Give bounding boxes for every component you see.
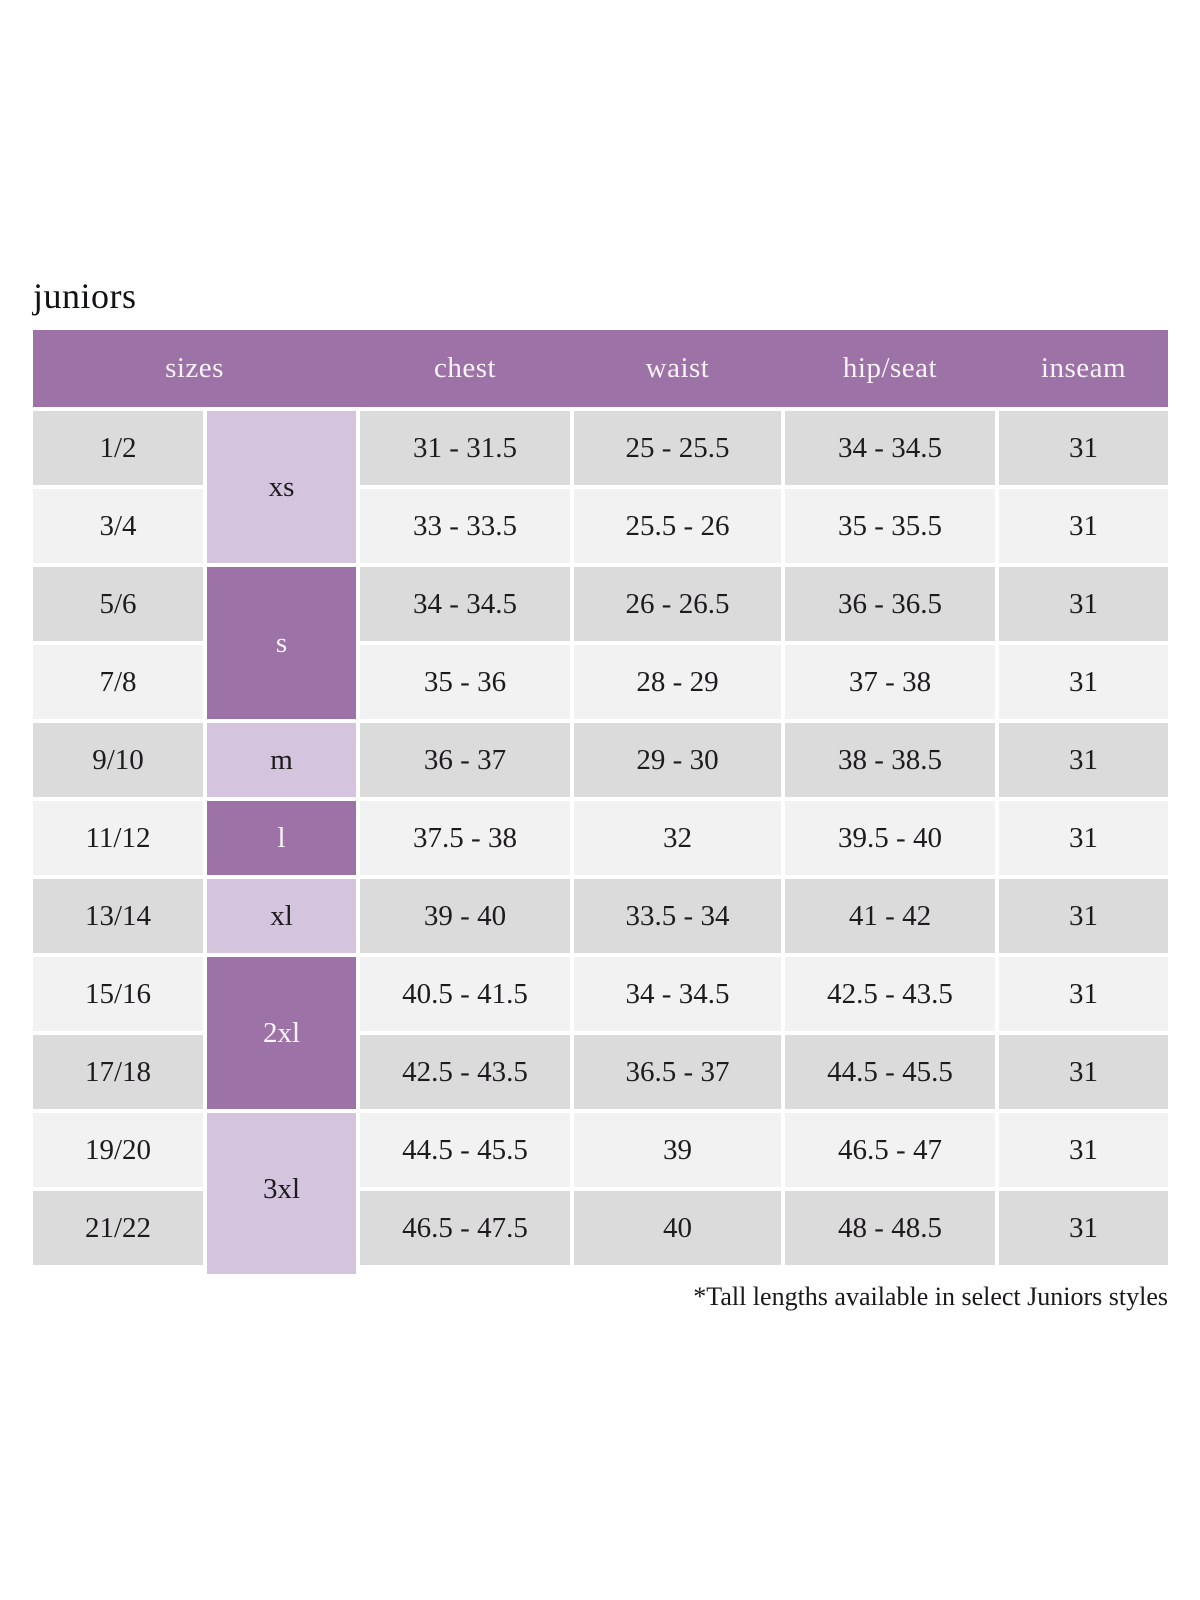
cell-size: 13/14 [33, 879, 203, 954]
cell-size-group-m: m [207, 723, 356, 798]
cell-inseam: 31 [999, 1113, 1168, 1188]
cell-chest: 33 - 33.5 [360, 489, 570, 564]
cell-waist: 32 [574, 801, 781, 876]
cell-hip-seat: 48 - 48.5 [785, 1191, 995, 1266]
cell-waist: 36.5 - 37 [574, 1035, 781, 1110]
cell-hip-seat: 41 - 42 [785, 879, 995, 954]
cell-size: 19/20 [33, 1113, 203, 1188]
cell-size-group-3xl: 3xl [207, 1113, 356, 1275]
column-header-sizes: sizes [165, 352, 224, 385]
cell-size-group-xs: xs [207, 411, 356, 564]
column-header-chest: chest [433, 352, 497, 385]
cell-size-group-xl: xl [207, 879, 356, 954]
size-chart-content: juniors sizes chest waist hip/seat insea… [33, 276, 1168, 1312]
cell-inseam: 31 [999, 879, 1168, 954]
cell-waist: 40 [574, 1191, 781, 1266]
cell-hip-seat: 37 - 38 [785, 645, 995, 720]
column-header-waist: waist [645, 352, 710, 385]
cell-inseam: 31 [999, 801, 1168, 876]
cell-inseam: 31 [999, 723, 1168, 798]
cell-size: 15/16 [33, 957, 203, 1032]
column-header-inseam: inseam [1040, 352, 1127, 385]
cell-chest: 36 - 37 [360, 723, 570, 798]
cell-waist: 26 - 26.5 [574, 567, 781, 642]
cell-size: 5/6 [33, 567, 203, 642]
cell-chest: 46.5 - 47.5 [360, 1191, 570, 1266]
cell-inseam: 31 [999, 567, 1168, 642]
cell-size: 9/10 [33, 723, 203, 798]
cell-chest: 35 - 36 [360, 645, 570, 720]
cell-chest: 42.5 - 43.5 [360, 1035, 570, 1110]
cell-size: 21/22 [33, 1191, 203, 1266]
cell-inseam: 31 [999, 957, 1168, 1032]
cell-chest: 37.5 - 38 [360, 801, 570, 876]
cell-inseam: 31 [999, 411, 1168, 486]
cell-size: 1/2 [33, 411, 203, 486]
cell-chest: 44.5 - 45.5 [360, 1113, 570, 1188]
cell-hip-seat: 36 - 36.5 [785, 567, 995, 642]
cell-hip-seat: 35 - 35.5 [785, 489, 995, 564]
table-header-row: sizes chest waist hip/seat inseam [33, 330, 1168, 408]
cell-size: 3/4 [33, 489, 203, 564]
cell-hip-seat: 34 - 34.5 [785, 411, 995, 486]
cell-size-group-2xl: 2xl [207, 957, 356, 1110]
cell-waist: 34 - 34.5 [574, 957, 781, 1032]
cell-chest: 34 - 34.5 [360, 567, 570, 642]
cell-size-group-s: s [207, 567, 356, 720]
cell-hip-seat: 46.5 - 47 [785, 1113, 995, 1188]
cell-size: 17/18 [33, 1035, 203, 1110]
cell-inseam: 31 [999, 645, 1168, 720]
cell-inseam: 31 [999, 1191, 1168, 1266]
cell-hip-seat: 39.5 - 40 [785, 801, 995, 876]
cell-hip-seat: 38 - 38.5 [785, 723, 995, 798]
cell-waist: 25.5 - 26 [574, 489, 781, 564]
table-body: 1/2 xs 31 - 31.5 25 - 25.5 34 - 34.5 31 … [33, 411, 1168, 1275]
cell-size-group-l: l [207, 801, 356, 876]
page-title: juniors [33, 276, 137, 316]
cell-waist: 25 - 25.5 [574, 411, 781, 486]
cell-chest: 31 - 31.5 [360, 411, 570, 486]
cell-size: 7/8 [33, 645, 203, 720]
cell-hip-seat: 44.5 - 45.5 [785, 1035, 995, 1110]
cell-waist: 33.5 - 34 [574, 879, 781, 954]
cell-chest: 40.5 - 41.5 [360, 957, 570, 1032]
cell-size: 11/12 [33, 801, 203, 876]
cell-inseam: 31 [999, 489, 1168, 564]
size-chart-table: sizes chest waist hip/seat inseam 1/2 xs… [33, 330, 1168, 1275]
cell-waist: 39 [574, 1113, 781, 1188]
column-header-hip-seat: hip/seat [842, 352, 938, 385]
cell-inseam: 31 [999, 1035, 1168, 1110]
footnote: *Tall lengths available in select Junior… [693, 1282, 1168, 1312]
cell-waist: 28 - 29 [574, 645, 781, 720]
cell-waist: 29 - 30 [574, 723, 781, 798]
cell-hip-seat: 42.5 - 43.5 [785, 957, 995, 1032]
cell-chest: 39 - 40 [360, 879, 570, 954]
